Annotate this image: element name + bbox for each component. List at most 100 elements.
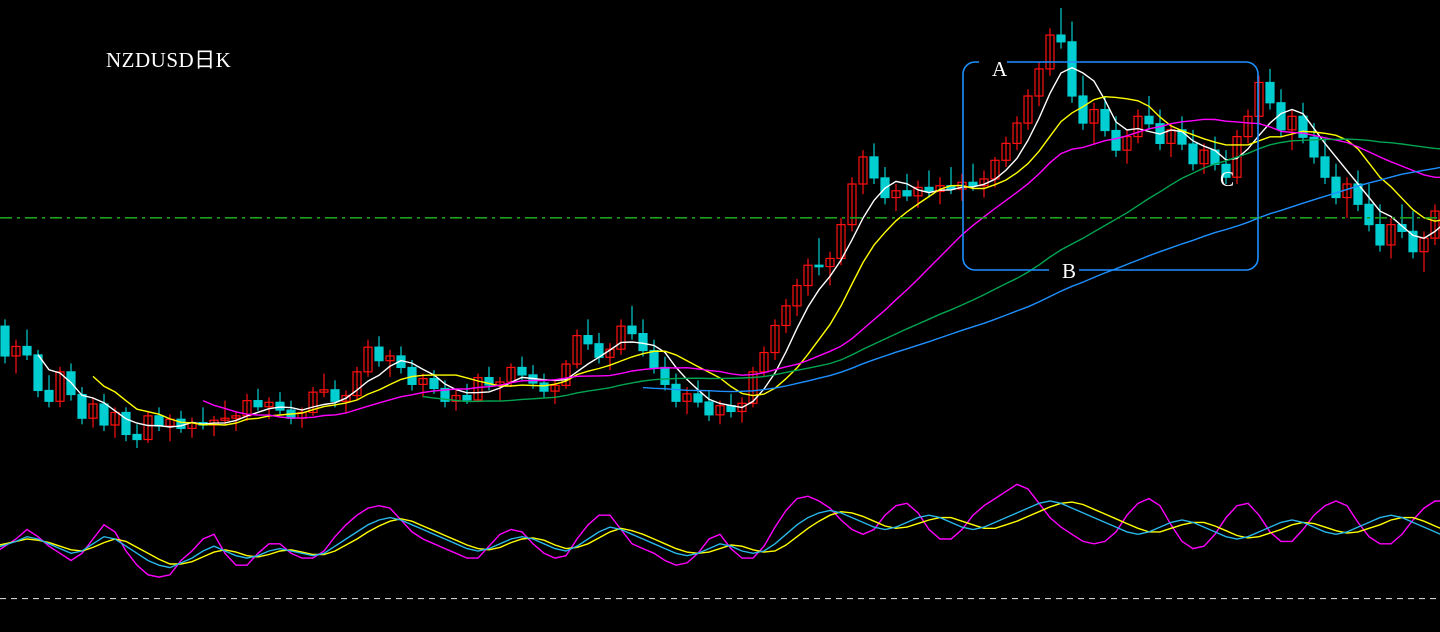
candle-body bbox=[583, 335, 593, 345]
candle-body bbox=[1408, 230, 1418, 253]
ma-line-ma20 bbox=[202, 118, 1440, 419]
kdj-line-D bbox=[0, 501, 1440, 565]
candle-body bbox=[1100, 108, 1110, 132]
candle-body bbox=[572, 335, 582, 365]
candle-body bbox=[429, 378, 439, 390]
candle-body bbox=[1078, 95, 1088, 124]
candle-body bbox=[1034, 68, 1044, 97]
candle-body bbox=[1298, 115, 1308, 138]
candle-body bbox=[968, 181, 978, 187]
candle-body bbox=[891, 190, 901, 199]
candle-body bbox=[1122, 136, 1132, 151]
candle-body bbox=[352, 371, 362, 397]
candle-body bbox=[143, 415, 153, 441]
annotation-box[interactable]: A B C bbox=[962, 57, 1259, 283]
candle-body bbox=[1232, 136, 1242, 178]
candle-body bbox=[1188, 143, 1198, 165]
candle-body bbox=[693, 393, 703, 403]
candle-body bbox=[110, 411, 120, 426]
candle-body bbox=[1397, 224, 1407, 232]
ma-line-ma40 bbox=[422, 138, 1440, 403]
ma-line-ma10 bbox=[92, 95, 1440, 426]
candle-body bbox=[649, 349, 659, 369]
page-title: NZDUSD日K bbox=[106, 48, 232, 72]
candle-body bbox=[660, 366, 670, 385]
candle-body bbox=[616, 325, 626, 350]
candle-body bbox=[473, 377, 483, 401]
candle-body bbox=[517, 366, 527, 376]
candle-body bbox=[1265, 81, 1275, 104]
candle-body bbox=[539, 382, 549, 392]
candle-body bbox=[792, 284, 802, 307]
box-top-right bbox=[1007, 61, 1259, 75]
candle-body bbox=[55, 371, 65, 402]
candle-body bbox=[814, 264, 824, 268]
candle-body bbox=[1045, 34, 1055, 70]
candle-body bbox=[704, 401, 714, 416]
candle-body bbox=[341, 394, 351, 402]
candle-body bbox=[440, 387, 450, 402]
ma-line-ma5 bbox=[37, 66, 1440, 428]
candle-body bbox=[1287, 115, 1297, 131]
candle-body bbox=[627, 325, 637, 335]
candle-body bbox=[253, 400, 263, 408]
candle-body bbox=[1111, 129, 1121, 151]
ma-line-ma60 bbox=[642, 166, 1440, 393]
candle-body bbox=[671, 383, 681, 402]
candle-body bbox=[1133, 115, 1143, 138]
candle-body bbox=[1177, 129, 1187, 145]
candle-body bbox=[770, 324, 780, 354]
candle-body bbox=[264, 401, 274, 408]
candle-body bbox=[1254, 81, 1264, 117]
candle-body bbox=[231, 415, 241, 419]
candle-body bbox=[374, 346, 384, 362]
candle-body bbox=[748, 371, 758, 404]
candle-body bbox=[638, 333, 648, 352]
candle-body bbox=[451, 394, 461, 402]
candle-body bbox=[275, 401, 285, 411]
candle-body bbox=[759, 351, 769, 373]
box-bottom-left bbox=[962, 74, 1049, 271]
candle-body bbox=[176, 418, 186, 429]
candle-body bbox=[1331, 176, 1341, 199]
kdj-line-J bbox=[0, 483, 1440, 578]
kdj-indicator-series bbox=[0, 483, 1440, 578]
candle-body bbox=[363, 346, 373, 373]
candle-body bbox=[99, 403, 109, 426]
label-c: C bbox=[1220, 167, 1234, 191]
candle-body bbox=[385, 355, 395, 362]
candle-body bbox=[33, 354, 43, 392]
candle-body bbox=[330, 389, 340, 402]
candle-body bbox=[1309, 136, 1319, 158]
candle-body bbox=[902, 190, 912, 197]
kdj-line-K bbox=[0, 500, 1440, 569]
candle-body bbox=[0, 325, 10, 357]
candle-body bbox=[847, 183, 857, 226]
candle-body bbox=[1243, 115, 1253, 138]
label-a: A bbox=[992, 57, 1008, 81]
candle-body bbox=[154, 415, 164, 427]
candle-body bbox=[1199, 149, 1209, 165]
candle-body bbox=[682, 393, 692, 402]
candle-body bbox=[11, 345, 21, 357]
candlestick-series bbox=[0, 8, 1440, 448]
candle-body bbox=[1221, 163, 1231, 178]
candle-body bbox=[836, 224, 846, 260]
candle-body bbox=[803, 264, 813, 287]
candle-body bbox=[550, 384, 560, 392]
candle-body bbox=[132, 433, 142, 441]
candle-body bbox=[781, 305, 791, 327]
candle-body bbox=[858, 156, 868, 185]
candle-body bbox=[308, 391, 318, 414]
candle-body bbox=[418, 378, 428, 385]
candle-body bbox=[1386, 224, 1396, 246]
candle-body bbox=[88, 403, 98, 419]
label-b: B bbox=[1062, 259, 1076, 283]
candle-body bbox=[869, 156, 879, 179]
candle-body bbox=[561, 363, 571, 386]
candle-body bbox=[1364, 203, 1374, 226]
box-top-left bbox=[962, 61, 979, 75]
box-right bbox=[1245, 74, 1259, 271]
